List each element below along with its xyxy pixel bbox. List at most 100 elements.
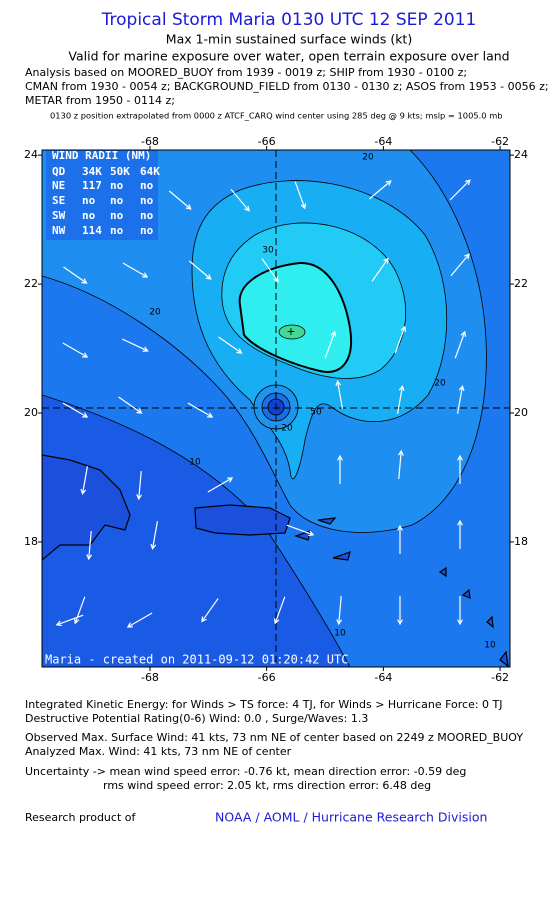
validity: Valid for marine exposure over water, op… [68,49,509,64]
radii-cell: NE [52,179,65,192]
contour-label: 30 [262,246,274,256]
y-tick-label: 20 [24,406,38,419]
x-tick-label: -62 [491,135,509,148]
y-tick-label: 20 [514,406,528,419]
radii-cell: no [82,194,96,207]
wind-arrow [371,257,389,282]
analysis-line: METAR from 1950 - 0114 z; [25,94,175,107]
wind-arrow [286,524,315,537]
radii-title: WIND RADII (NM) [52,149,151,162]
svg-text:+: + [286,325,295,338]
subtitle: Max 1-min sustained surface winds (kt) [166,32,412,47]
wind-arrow [201,598,219,623]
radii-header: 34K [82,165,102,178]
radii-cell: no [110,209,124,222]
wind-arrow [230,188,250,212]
wind-arrow [62,402,89,418]
wind-arrow [394,325,407,354]
y-tick-label: 22 [514,277,528,290]
x-tick-label: -68 [141,135,159,148]
y-tick-label: 18 [514,535,528,548]
x-tick-label: -66 [258,671,276,684]
wind-arrow [86,531,93,561]
footer-line: Observed Max. Surface Wind: 41 kts, 73 n… [25,731,523,744]
radii-cell: 117 [82,179,102,192]
wind-arrow [457,454,463,484]
wind-arrow [122,262,149,278]
wind-arrow [456,384,465,414]
radii-header: 64K [140,165,160,178]
credit: Maria - created on 2011-09-12 01:20:42 U… [45,653,348,667]
wind-arrow [454,330,467,359]
radii-cell: no [110,179,124,192]
contour-label: 20 [149,308,161,318]
radii-cell: no [140,194,154,207]
wind-arrow [273,596,286,625]
wind-arrow [336,596,343,626]
wind-arrow [397,449,404,479]
contour-label: 20 [434,379,446,389]
y-tick-label: 24 [24,148,38,161]
wind-arrow [218,336,243,354]
footer-line: Destructive Potential Rating(0-6) Wind: … [25,712,368,725]
contour-label: 50 [310,408,322,418]
wind-arrow [324,330,337,359]
radii-cell: SE [52,194,65,207]
footer-line: rms wind speed error: 2.05 kt, rms direc… [103,779,431,792]
wind-arrow [396,384,405,414]
wind-arrow [457,519,463,549]
analysis-line: CMAN from 1930 - 0054 z; BACKGROUND_FIEL… [25,80,549,93]
x-tick-label: -64 [374,671,392,684]
wind-arrow [126,612,153,628]
contour-label: 10 [334,629,346,639]
wind-arrow [188,260,212,280]
wind-arrow [187,402,214,418]
footer-line: Integrated Kinetic Energy: for Winds > T… [25,698,503,711]
map-frame [41,149,511,668]
x-tick-label: -66 [258,135,276,148]
footer-line: Uncertainty -> mean wind speed error: -0… [25,765,466,778]
title: Tropical Storm Maria 0130 UTC 12 SEP 201… [101,10,477,30]
footer-line: Analyzed Max. Wind: 41 kts, 73 nm NE of … [25,745,292,758]
wind-arrow [73,596,86,625]
wind-arrow [80,466,89,496]
radii-header: 50K [110,165,130,178]
radii-cell: no [110,224,124,237]
wind-arrow [122,338,149,352]
wind-arrow [207,477,234,493]
wind-arrow [450,253,470,277]
x-tick-label: -62 [491,671,509,684]
wind-arrow [397,524,403,554]
map: + WIND RADII (NM) QD 34K 50K 64K NE 117 no no SE… [42,149,510,667]
wind-arrow [261,258,279,283]
y-tick-label: 18 [24,535,38,548]
wind-arrow [294,181,307,210]
radii-cell: no [140,179,154,192]
wind-arrow [449,179,471,201]
y-tick-label: 22 [24,277,38,290]
research: Research product of [25,811,136,824]
radii-cell: NW [52,224,66,237]
wind-arrow [168,190,192,210]
wind-arrow [337,454,343,484]
radii-cell: 114 [82,224,102,237]
x-tick-label: -68 [141,671,159,684]
wind-arrow [397,596,403,626]
wind-arrow [457,596,463,626]
x-tick-label: -64 [374,135,392,148]
contour-label: 10 [189,458,201,468]
contour-label: 10 [484,641,496,651]
wind-arrow [136,471,143,501]
wind-arrow [62,342,89,358]
wind-arrow [118,396,143,414]
radii-cell: no [140,209,154,222]
y-tick-label: 24 [514,148,528,161]
wind-arrow [55,614,84,627]
radii-cell: no [82,209,96,222]
contour-label: 20 [362,153,374,163]
wind-arrow [150,521,159,551]
organization[interactable]: NOAA / AOML / Hurricane Research Divisio… [215,810,487,825]
radii-cell: no [110,194,124,207]
radii-header: QD [52,165,66,178]
